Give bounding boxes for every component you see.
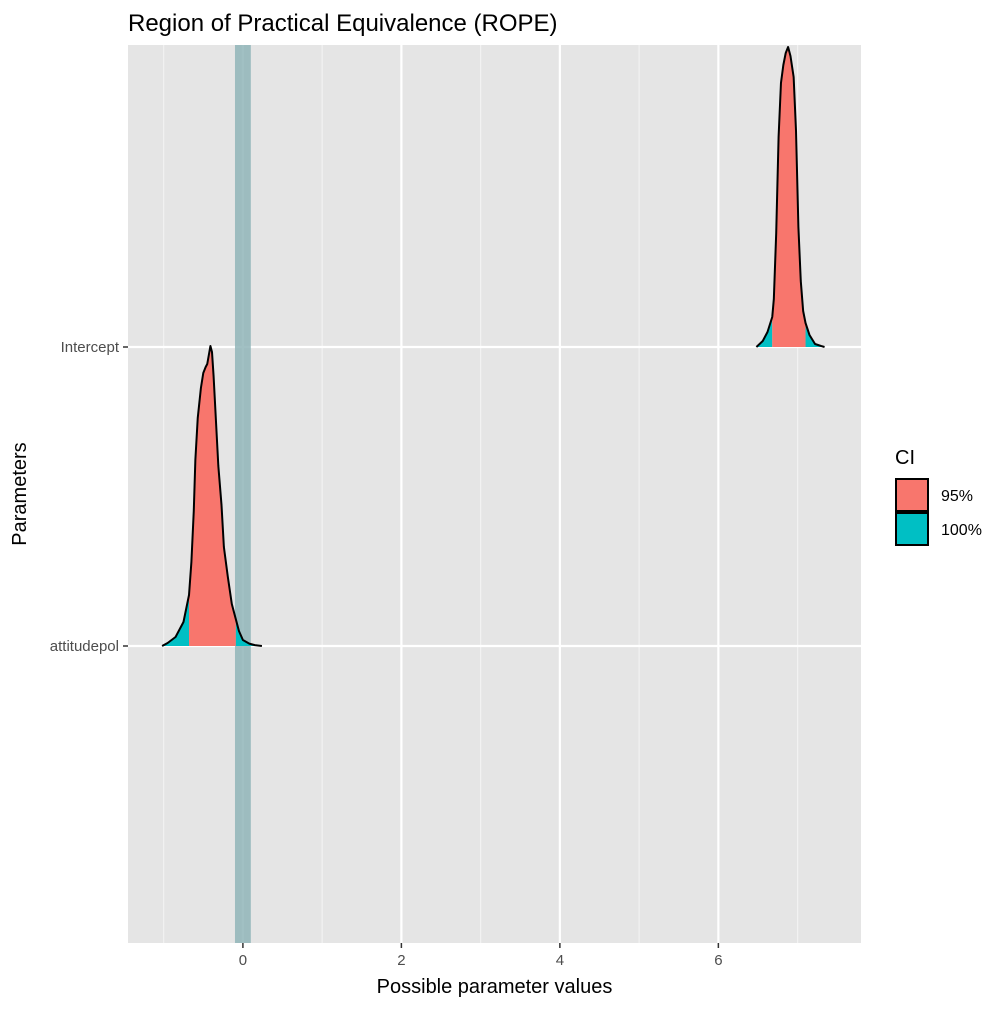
x-tick-label: 4 xyxy=(556,952,564,969)
y-tick-label: attitudepol xyxy=(50,638,119,655)
legend-swatch xyxy=(895,512,929,546)
density-outline xyxy=(161,345,263,647)
density-tail-left xyxy=(162,595,190,646)
x-tick-label: 0 xyxy=(239,952,247,969)
density-outline xyxy=(755,46,825,348)
legend-swatch xyxy=(895,478,929,512)
rope-band xyxy=(234,45,251,943)
density-layer xyxy=(161,46,825,647)
density-tail-left xyxy=(756,317,773,347)
axis-layer: 0 2 4 6 attitudepol Intercept xyxy=(50,339,723,969)
chart-title: Region of Practical Equivalence (ROPE) xyxy=(128,10,558,37)
legend-label: 95% xyxy=(941,488,973,505)
x-tick-label: 2 xyxy=(397,952,405,969)
legend-label: 100% xyxy=(941,522,982,539)
x-axis-title: Possible parameter values xyxy=(377,976,613,998)
y-tick-label: Intercept xyxy=(61,339,120,356)
legend-title: CI xyxy=(895,447,915,469)
x-tick-label: 6 xyxy=(714,952,722,969)
density-tail-right xyxy=(805,323,825,347)
density-ci95 xyxy=(772,47,806,347)
rope-layer xyxy=(234,45,251,943)
density-ci95 xyxy=(189,346,236,646)
y-axis-title: Parameters xyxy=(9,442,31,545)
legend: CI 95% 100% xyxy=(895,447,982,546)
grid-layer xyxy=(128,45,861,943)
